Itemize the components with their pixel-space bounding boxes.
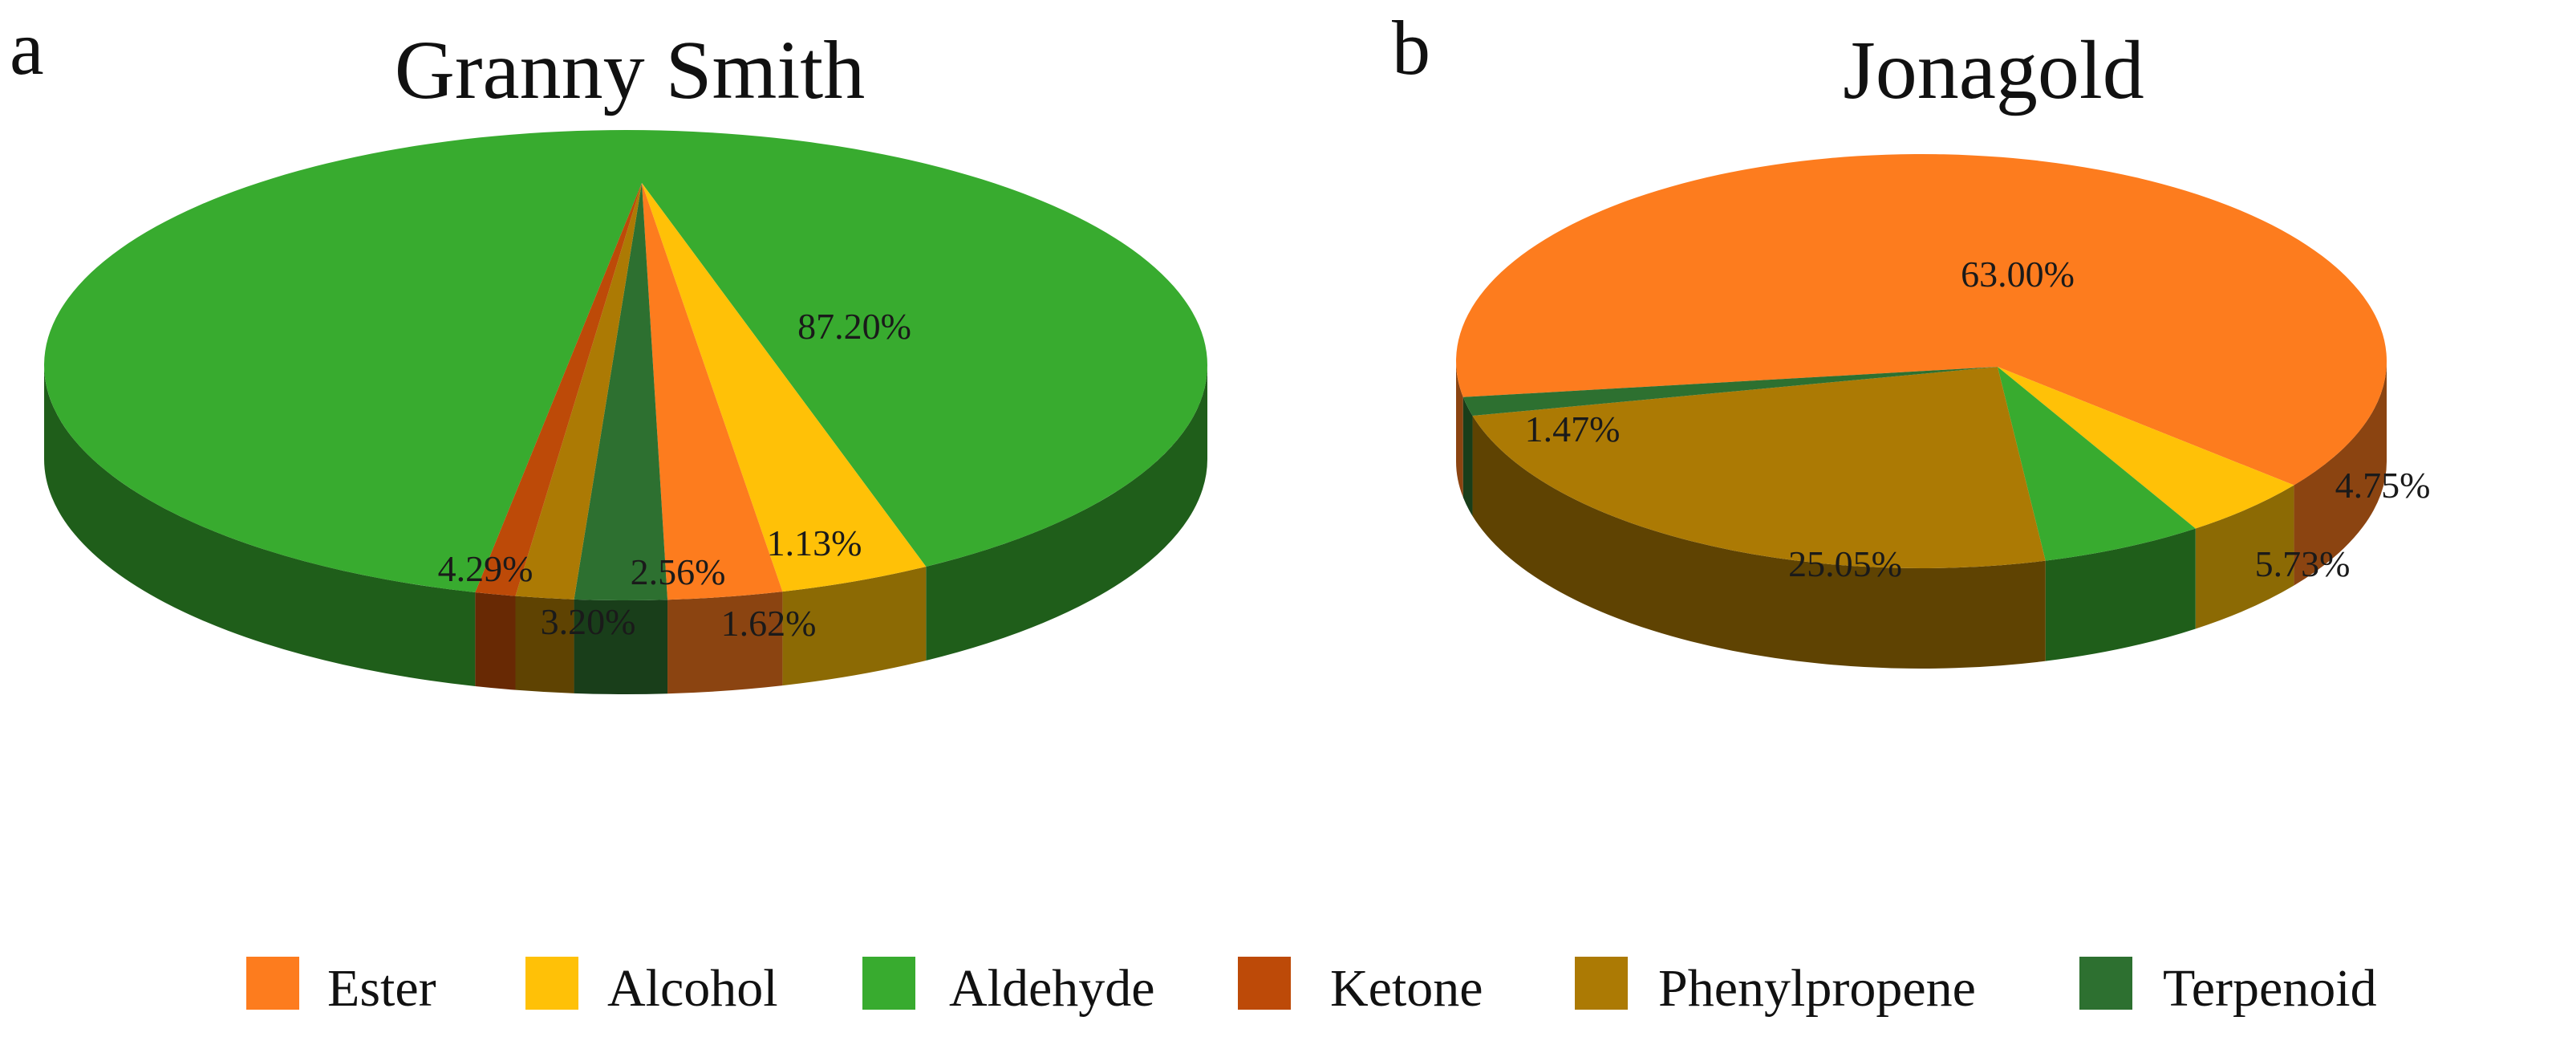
pie-slice-jonagold-alcohol: [1998, 367, 2294, 529]
data-label-granny-smith-terpenoid: 2.56%: [631, 551, 726, 592]
data-label-granny-smith-ketone: 1.13%: [767, 522, 862, 563]
data-label-jonagold-alcohol: 4.75%: [2335, 465, 2431, 506]
pie-side-granny-smith-ester: [667, 592, 783, 694]
pie-side-jonagold-ester: [1456, 361, 1463, 498]
legend-label-alcohol: Alcohol: [607, 959, 778, 1018]
pie-slice-jonagold-terpenoid: [1462, 367, 1998, 417]
data-label-granny-smith-aldehyde: 87.20%: [797, 306, 911, 347]
pie-chart-jonagold: 63.00% 4.75% 5.73% 25.05% 1.47%: [1456, 154, 2430, 669]
data-label-jonagold-terpenoid: 1.47%: [1525, 409, 1621, 449]
pie-slice-granny-smith-alcohol: [642, 183, 927, 592]
pie-chart-granny-smith: 87.20% 4.29%3.20% 2.56% 1.62% 1.13%: [43, 130, 1208, 694]
data-label-jonagold-ester: 63.00%: [1961, 254, 2075, 295]
panel-a-letter: a: [10, 5, 44, 91]
chart-a-title: Granny Smith: [395, 24, 865, 116]
data-label-granny-smith-alcohol: 4.29%: [438, 548, 533, 589]
pie-side-granny-smith-terpenoid: [574, 599, 668, 694]
pie-side-jonagold-ester: [2294, 361, 2387, 586]
pie-slice-granny-smith-ester: [642, 183, 783, 600]
legend-swatch-phenylpropene: [1575, 957, 1628, 1010]
pie-slice-granny-smith-aldehyde: [43, 130, 1208, 593]
legend-label-phenylpropene: Phenylpropene: [1658, 959, 1976, 1018]
pie-side-granny-smith-aldehyde: [926, 365, 1208, 661]
pie-side-granny-smith-aldehyde: [44, 365, 476, 687]
pie-side-jonagold-alcohol: [2195, 485, 2294, 629]
pie-slice-granny-smith-terpenoid: [574, 183, 668, 600]
legend-label-ester: Ester: [327, 959, 436, 1018]
pie-side-jonagold-aldehyde: [2045, 528, 2196, 661]
data-label-jonagold-phenylpropene: 25.05%: [1788, 543, 1902, 584]
pie-side-granny-smith-alcohol: [782, 566, 927, 686]
pie-side-granny-smith-ketone: [475, 592, 516, 690]
pie-slice-granny-smith-ketone: [475, 183, 642, 596]
pie-slice-jonagold-aldehyde: [1998, 367, 2196, 561]
chart-b-title: Jonagold: [1843, 24, 2144, 116]
legend-swatch-ketone: [1238, 957, 1291, 1010]
legend-swatch-terpenoid: [2079, 957, 2132, 1010]
data-label-granny-smith-ester: 3.20%: [541, 601, 636, 642]
pie-slice-jonagold-ester: [1456, 154, 2387, 486]
pie-side-jonagold-phenylpropene: [1472, 416, 2046, 669]
data-label-granny-smith-phenylpropene: 1.62%: [721, 603, 817, 644]
panel-b-letter: b: [1392, 5, 1430, 91]
pie-slice-granny-smith-phenylpropene: [515, 183, 642, 600]
legend-swatch-ester: [246, 957, 299, 1010]
legend-label-aldehyde: Aldehyde: [949, 959, 1155, 1018]
pie-slice-jonagold-phenylpropene: [1472, 367, 2046, 568]
legend-swatch-aldehyde: [862, 957, 915, 1010]
legend-swatch-alcohol: [525, 957, 578, 1010]
pie-side-jonagold-terpenoid: [1462, 396, 1473, 517]
legend-label-ketone: Ketone: [1330, 959, 1483, 1018]
legend-label-terpenoid: Terpenoid: [2163, 959, 2377, 1018]
legend: Ester Alcohol Aldehyde Ketone Phenylprop…: [246, 957, 2377, 1018]
pie-side-granny-smith-phenylpropene: [515, 596, 574, 693]
data-label-jonagold-aldehyde: 5.73%: [2255, 543, 2351, 584]
